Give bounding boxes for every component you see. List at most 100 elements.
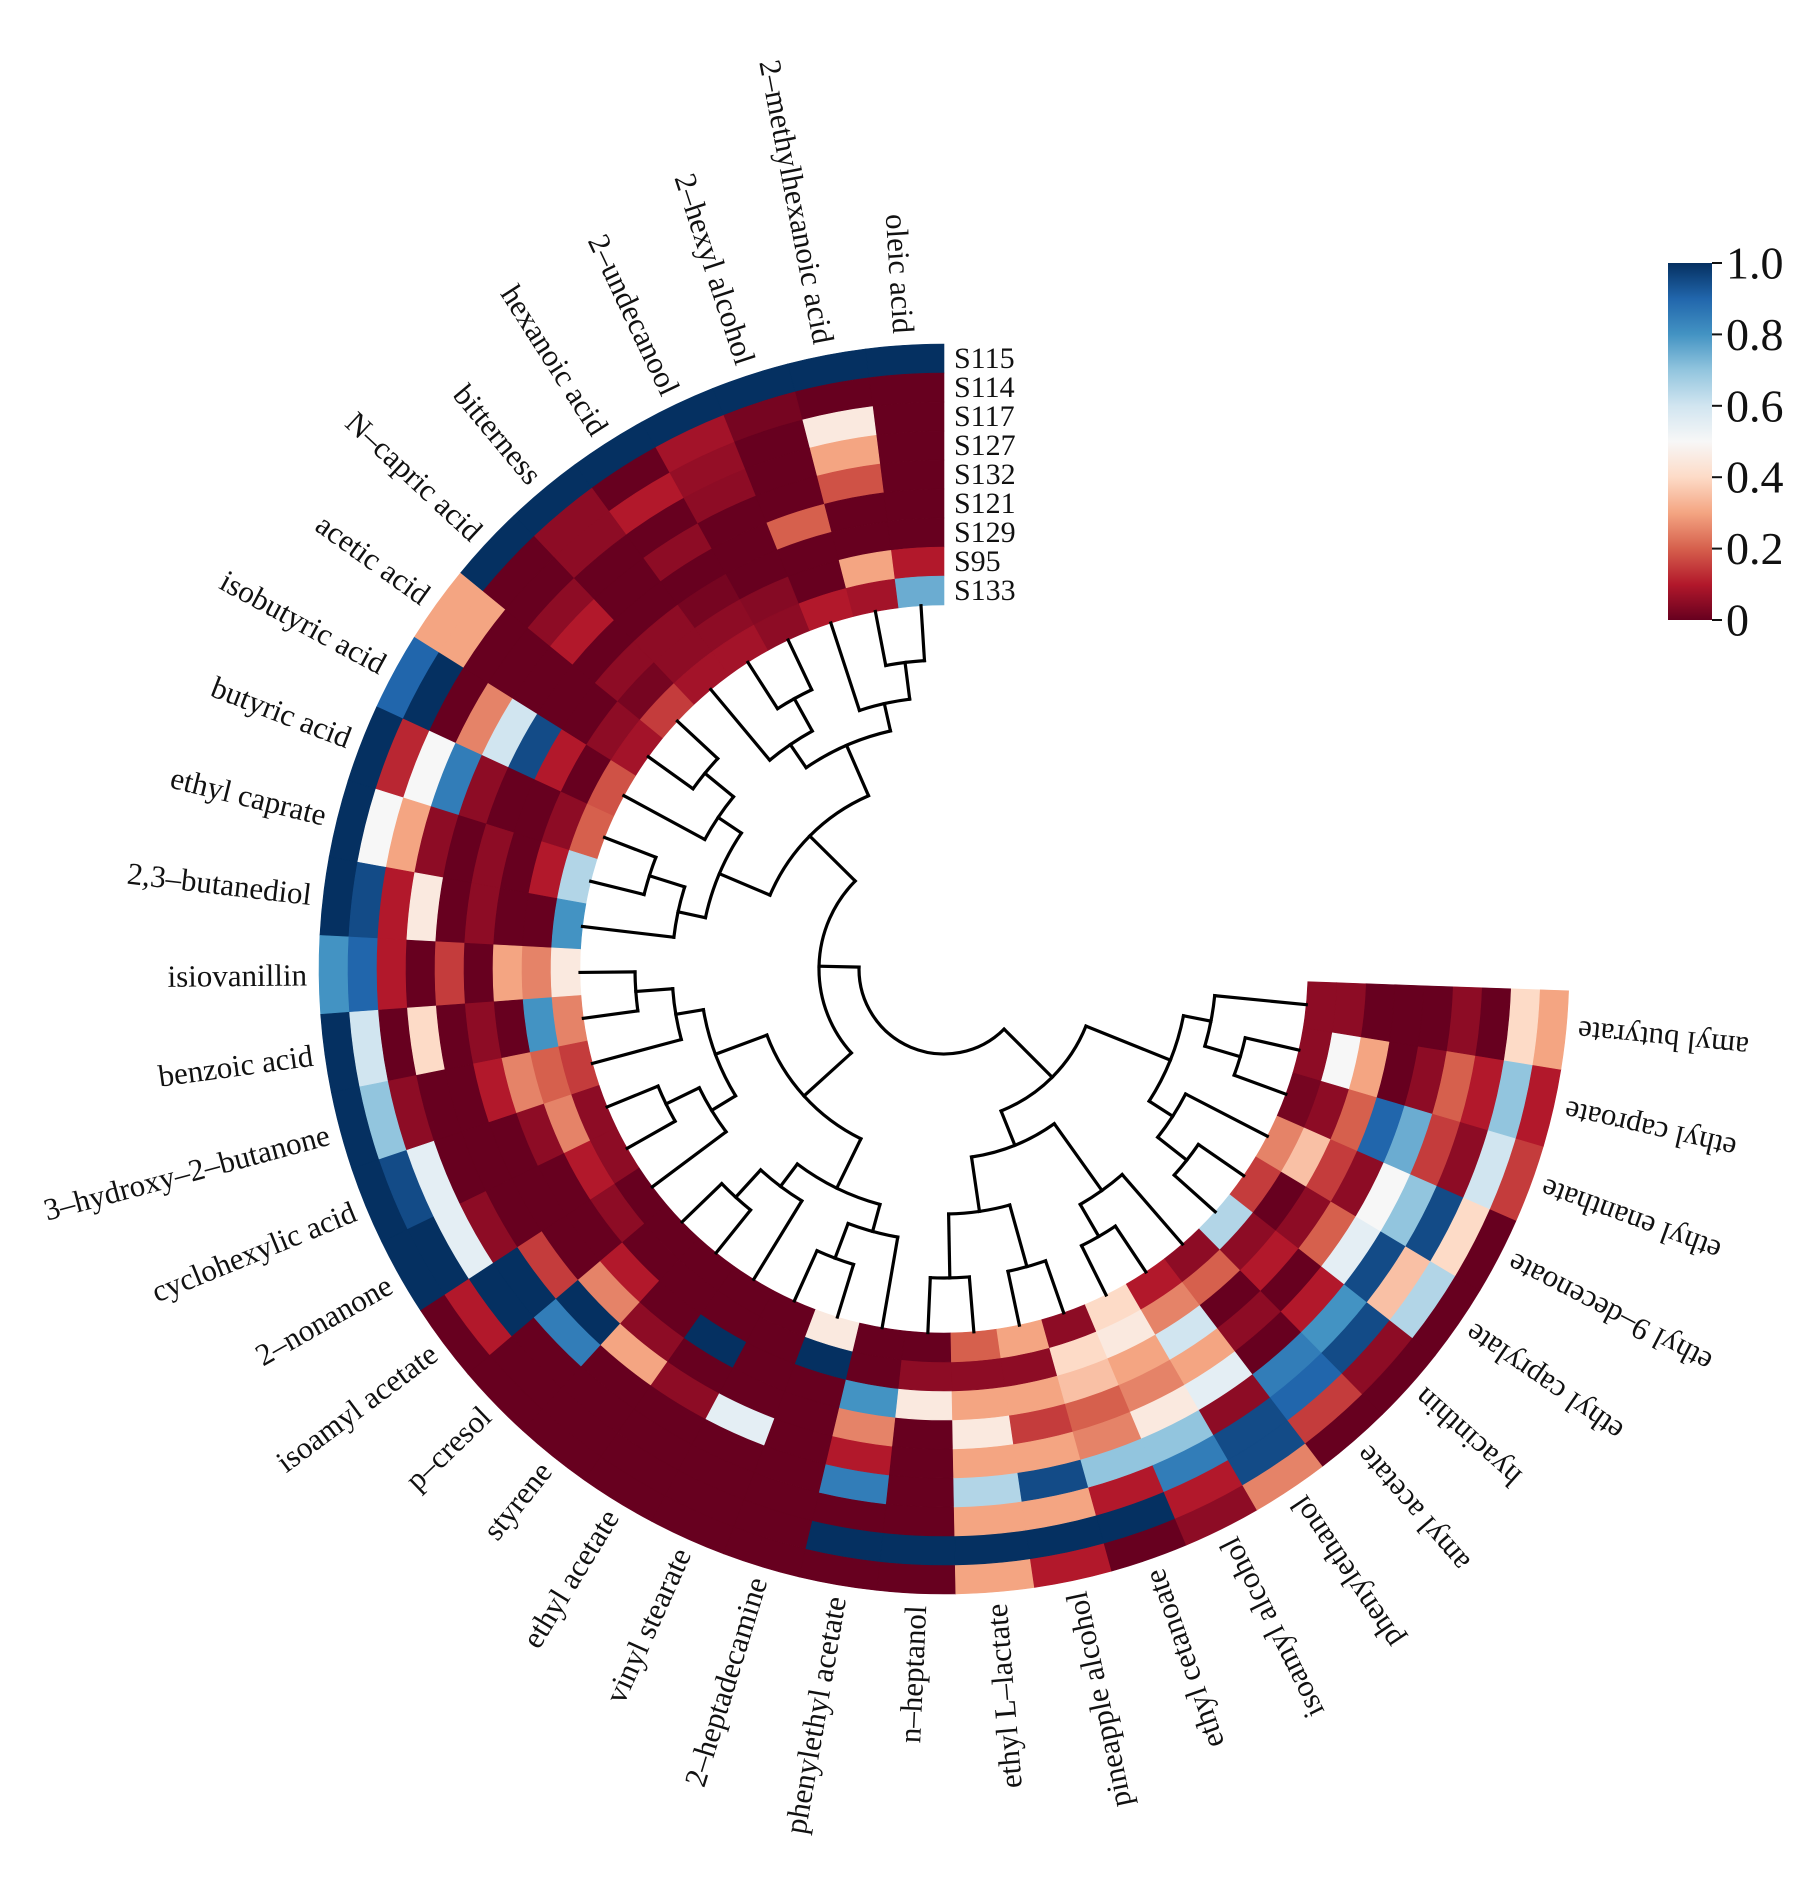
dendrogram-branch [835, 1262, 856, 1320]
dendrogram-branch [1079, 1243, 1109, 1298]
dendrogram-branch [946, 1212, 952, 1280]
feature-label: ethyl L–lactate [979, 1602, 1029, 1789]
colorbar-tick-label: 0 [1726, 595, 1749, 646]
heatmap-cell [951, 1386, 1010, 1421]
dendrogram-branch [786, 637, 814, 692]
dendrogram-branch [1171, 1172, 1218, 1215]
feature-label: ethyl acetate [515, 1503, 626, 1654]
dendrogram-branch [1007, 1203, 1029, 1269]
dendrogram-branch [581, 1009, 640, 1021]
dendrogram-branch [1232, 1073, 1288, 1097]
dendrogram-branch [870, 1202, 882, 1234]
heatmap-cell [882, 1503, 956, 1537]
colorbar: 0 0.2 0.4 0.6 0.8 1.0 [1668, 238, 1784, 646]
heatmap-cell [895, 1388, 953, 1421]
dendrogram-branch [792, 1248, 820, 1303]
dendrogram-branch [882, 701, 893, 733]
heatmap-cells [318, 343, 1569, 1595]
feature-label: isoamyl alcohol [1212, 1532, 1331, 1724]
heatmap-cell [875, 430, 945, 465]
dendrogram-branch [580, 924, 676, 940]
sample-label: S129 [954, 516, 1016, 549]
heatmap-cell [550, 947, 582, 998]
feature-label: hexanoic acid [494, 279, 616, 443]
sample-label: S114 [954, 371, 1015, 404]
feature-label: bitterness [446, 377, 549, 491]
dendrogram-branch [834, 1136, 864, 1191]
dendrogram-branch [969, 1155, 982, 1214]
dendrogram-branch [1212, 993, 1308, 1007]
heatmap-cell [894, 575, 945, 609]
dendrogram-branch [832, 1221, 851, 1261]
dendrogram-branch [650, 1129, 729, 1190]
dendrogram-branch [1196, 1142, 1246, 1178]
heatmap-cell [347, 936, 379, 1013]
dendrogram-branch [1119, 1172, 1185, 1247]
feature-label: ethyl caprate [167, 760, 330, 832]
dendrogram-branch [647, 873, 687, 889]
heatmap-cell [901, 1330, 952, 1363]
feature-label: isobutyric acid [214, 563, 392, 681]
feature-label: isiovanillin [167, 958, 307, 994]
heatmap-cell [868, 372, 945, 407]
dendrogram-branch [926, 1276, 932, 1335]
dendrogram-branch [1052, 1121, 1105, 1193]
dendrogram-branch [578, 970, 637, 975]
colorbar-tick-label: 0.4 [1726, 452, 1784, 503]
dendrogram-branch [967, 1275, 976, 1334]
dendrogram-branch [605, 1084, 661, 1110]
dendrogram-branch [709, 1093, 738, 1113]
heatmap-cell [872, 401, 945, 436]
sample-label: S132 [954, 458, 1016, 491]
dendrogram-branch [919, 604, 927, 663]
dendrogram-branch [844, 743, 871, 798]
feature-label: 2–heptadecamine [677, 1573, 774, 1791]
dendrogram-branch [676, 909, 708, 920]
dendrogram-branch [590, 1037, 684, 1066]
heatmap-cell [879, 459, 945, 494]
feature-label: ethyl caproate [1561, 1094, 1739, 1167]
feature-label: ethyl enanthate [1536, 1172, 1725, 1270]
dendrogram-branch [663, 1085, 702, 1107]
dendrogram-branch [1006, 1269, 1022, 1328]
feature-label: n–heptanol [892, 1605, 933, 1744]
heatmap-cell [1331, 982, 1367, 1038]
dendrogram-branch [713, 1033, 769, 1057]
dendrogram-branch [788, 742, 809, 770]
dendrogram-branch [1181, 1013, 1213, 1024]
heatmap-cell [434, 941, 466, 1007]
heatmap-cell [886, 517, 945, 551]
colorbar-gradient [1668, 263, 1712, 620]
heatmap-cell [883, 488, 945, 522]
dendrogram-branch [715, 815, 744, 836]
heatmap-cell [885, 1474, 955, 1508]
dendrogram-branch [673, 1007, 706, 1017]
sample-label: S121 [954, 487, 1016, 520]
feature-label: cyclohexylic acid [146, 1194, 361, 1309]
dendrogram-branch [717, 871, 773, 898]
dendrogram-branch [1202, 1044, 1243, 1059]
heatmap-cell [864, 343, 945, 379]
feature-label: 2–methylhexanoic acid [752, 57, 841, 347]
dendrogram-branch [1155, 1135, 1190, 1163]
dendrogram-branch [1078, 1202, 1101, 1239]
heatmap-cell [890, 546, 945, 580]
feature-label: N–capric acid [339, 405, 490, 549]
heatmap-cell [876, 1561, 957, 1595]
dendrogram-branch [1083, 1024, 1173, 1063]
feature-label: butyric acid [206, 669, 356, 755]
feature-label: phenylethyl acetate [778, 1594, 853, 1837]
heatmap-cell [551, 898, 587, 950]
dendrogram-branch [708, 687, 773, 763]
heatmap-cell [950, 1328, 1002, 1363]
dendrogram-branch [873, 609, 888, 668]
heatmap-cell [463, 942, 495, 1005]
feature-label: 2–nonanone [249, 1268, 398, 1373]
dendrogram-branch [1043, 1258, 1066, 1315]
heatmap-cell [551, 995, 588, 1048]
dendrogram-branch [778, 1161, 800, 1189]
dendrogram-branch [602, 835, 658, 860]
heatmap-cell [521, 946, 553, 1000]
heatmap-cell [879, 1532, 956, 1566]
